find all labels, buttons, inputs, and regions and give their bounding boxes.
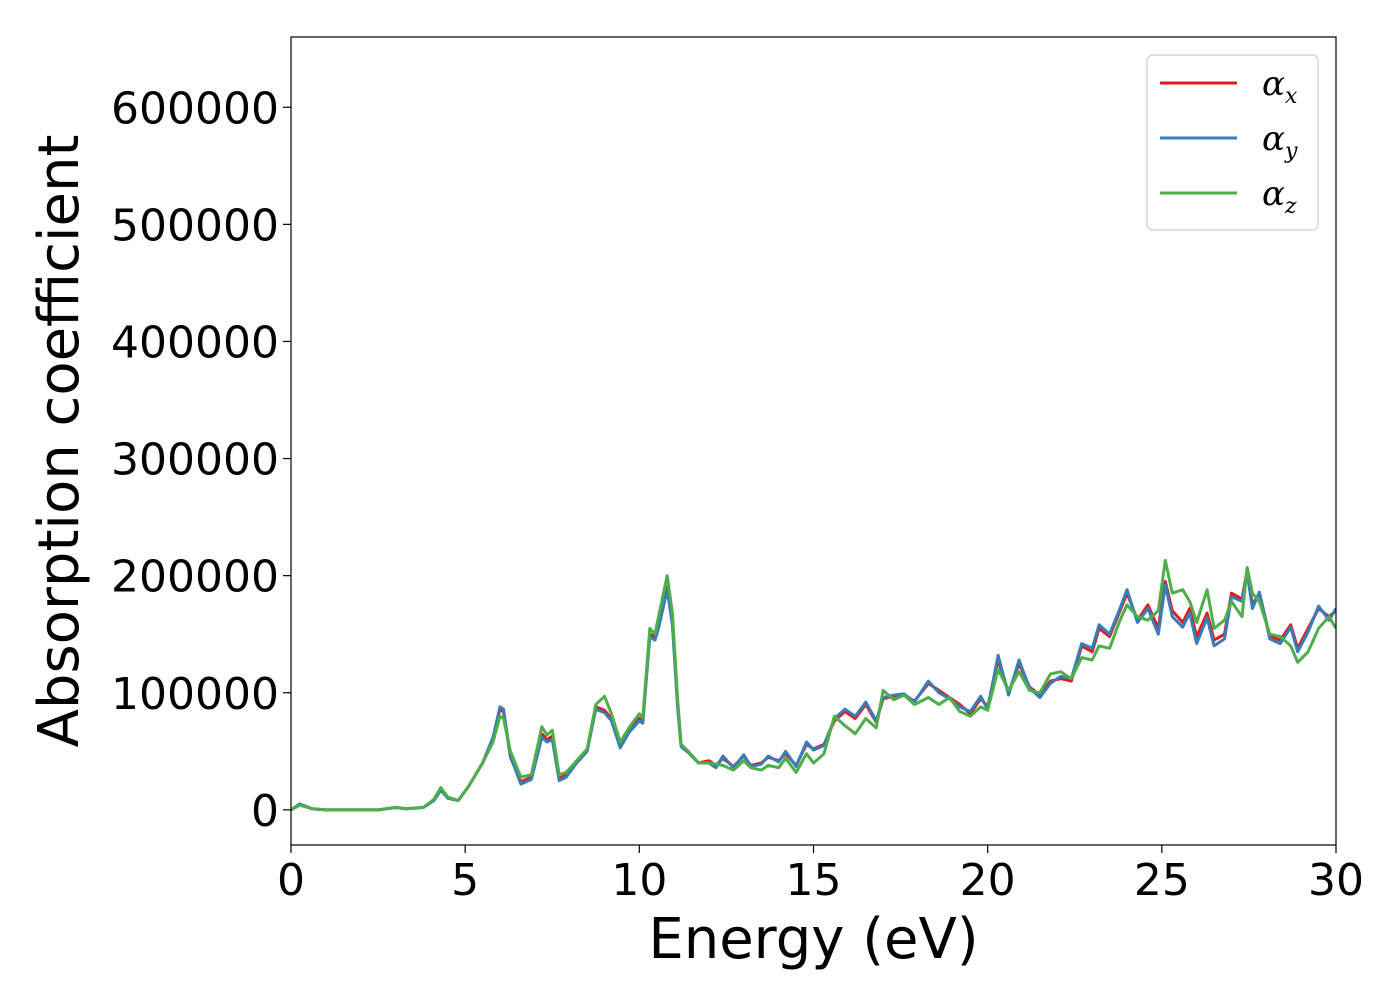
legend-label-x: αx	[1262, 64, 1298, 109]
legend-label-z: αz	[1262, 174, 1297, 219]
y-tick-label: 0	[251, 786, 279, 837]
legend: αx αy αz	[1146, 54, 1319, 231]
x-tick-label: 0	[277, 855, 305, 906]
x-tick-label: 5	[451, 855, 479, 906]
y-tick-label: 100000	[111, 669, 279, 720]
legend-label-y: αy	[1262, 119, 1298, 164]
series-line-y	[291, 571, 1336, 812]
x-tick-label: 30	[1308, 855, 1364, 906]
y-tick-label: 400000	[111, 317, 279, 368]
x-axis-title: Energy (eV)	[648, 907, 978, 972]
legend-box	[1146, 54, 1319, 231]
series-line-z	[291, 558, 1336, 812]
x-tick-label: 25	[1134, 855, 1190, 906]
y-tick-label: 300000	[111, 435, 279, 486]
series-layer	[291, 558, 1336, 812]
y-tick-label: 600000	[111, 83, 279, 134]
x-tick-label: 10	[611, 855, 667, 906]
y-axis-title: Absorption coefficient	[27, 135, 92, 748]
x-tick-label: 20	[960, 855, 1016, 906]
y-axis: 0 100000 200000 300000 400000 500000 600000	[111, 83, 291, 837]
x-axis: 0 5 10 15 20 25 30	[277, 845, 1364, 906]
y-tick-label: 200000	[111, 552, 279, 603]
y-tick-label: 500000	[111, 200, 279, 251]
series-line-x	[291, 568, 1336, 812]
x-tick-label: 15	[786, 855, 842, 906]
